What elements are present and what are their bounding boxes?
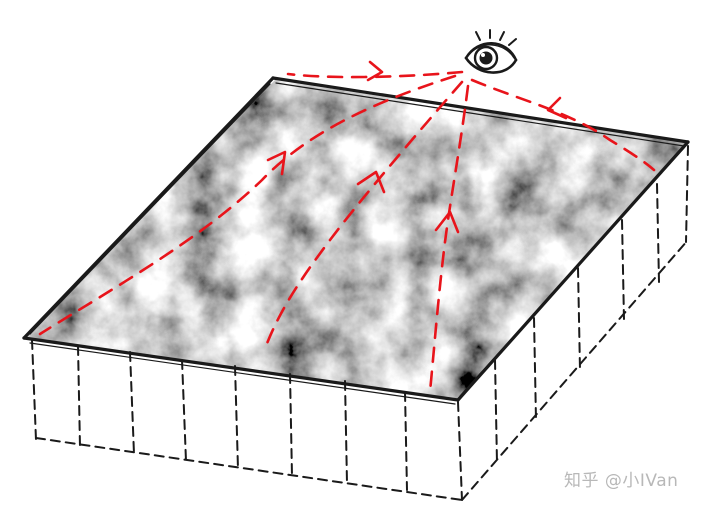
view-ray [264, 80, 464, 348]
eye-icon [464, 29, 518, 74]
dashed-volume-box [31, 145, 689, 501]
box-vertical-line [181, 359, 187, 462]
box-vertical-line [577, 267, 581, 371]
surface-edge-front [22, 336, 460, 402]
arrowhead [434, 210, 460, 234]
box-vertical-line [404, 391, 408, 491]
box-vertical-line [234, 365, 239, 470]
box-vertical-line [685, 145, 689, 243]
box-vertical-line [533, 317, 537, 421]
box-vertical-line [31, 339, 37, 441]
box-vertical-line [77, 345, 81, 448]
box-vertical-line [129, 351, 135, 455]
surface-edge-back [271, 76, 690, 144]
box-vertical-line [289, 373, 293, 477]
surface-edge-left [22, 76, 275, 340]
box-vertical-line [656, 183, 660, 283]
view-ray [38, 74, 457, 336]
box-vertical-line [457, 401, 463, 501]
noise-heightmap-surface [24, 80, 686, 400]
ray-arrowheads [266, 60, 568, 234]
box-vertical-line [344, 380, 348, 484]
box-vertical-line [494, 359, 498, 464]
box-bottom-edge-right [461, 239, 689, 501]
watermark: 知乎 @小IVan [564, 471, 679, 491]
surface-outline [22, 76, 690, 405]
arrowhead [366, 60, 384, 82]
view-ray [286, 70, 464, 79]
view-ray [470, 78, 656, 172]
view-ray [428, 84, 470, 394]
box-bottom-edge-front [35, 437, 463, 501]
arrowhead [266, 150, 287, 176]
arrowhead [546, 96, 568, 120]
arrowhead [356, 170, 386, 194]
box-vertical-line [621, 219, 625, 321]
view-rays [38, 70, 656, 394]
